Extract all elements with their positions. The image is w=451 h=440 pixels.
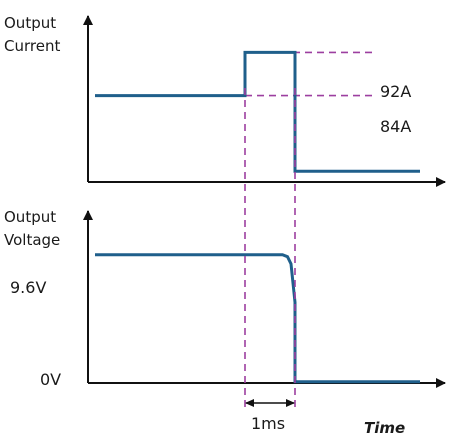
voltage-ylabel-line2: Voltage xyxy=(4,231,60,249)
x-axis-label-time: Time xyxy=(364,419,405,437)
series-trace-1-0 xyxy=(95,253,420,384)
ref-label-92A: 92A xyxy=(380,82,411,101)
current-ylabel-line2: Current xyxy=(4,37,60,55)
ytick-9.6V: 9.6V xyxy=(10,278,46,297)
interval-label-1ms: 1ms xyxy=(251,414,285,433)
current-ylabel-line1: Output xyxy=(4,14,56,32)
voltage-ylabel-line1: Output xyxy=(4,208,56,226)
ytick-0V: 0V xyxy=(40,370,61,389)
ref-label-84A: 84A xyxy=(380,117,411,136)
series-trace-0-0 xyxy=(95,50,420,173)
